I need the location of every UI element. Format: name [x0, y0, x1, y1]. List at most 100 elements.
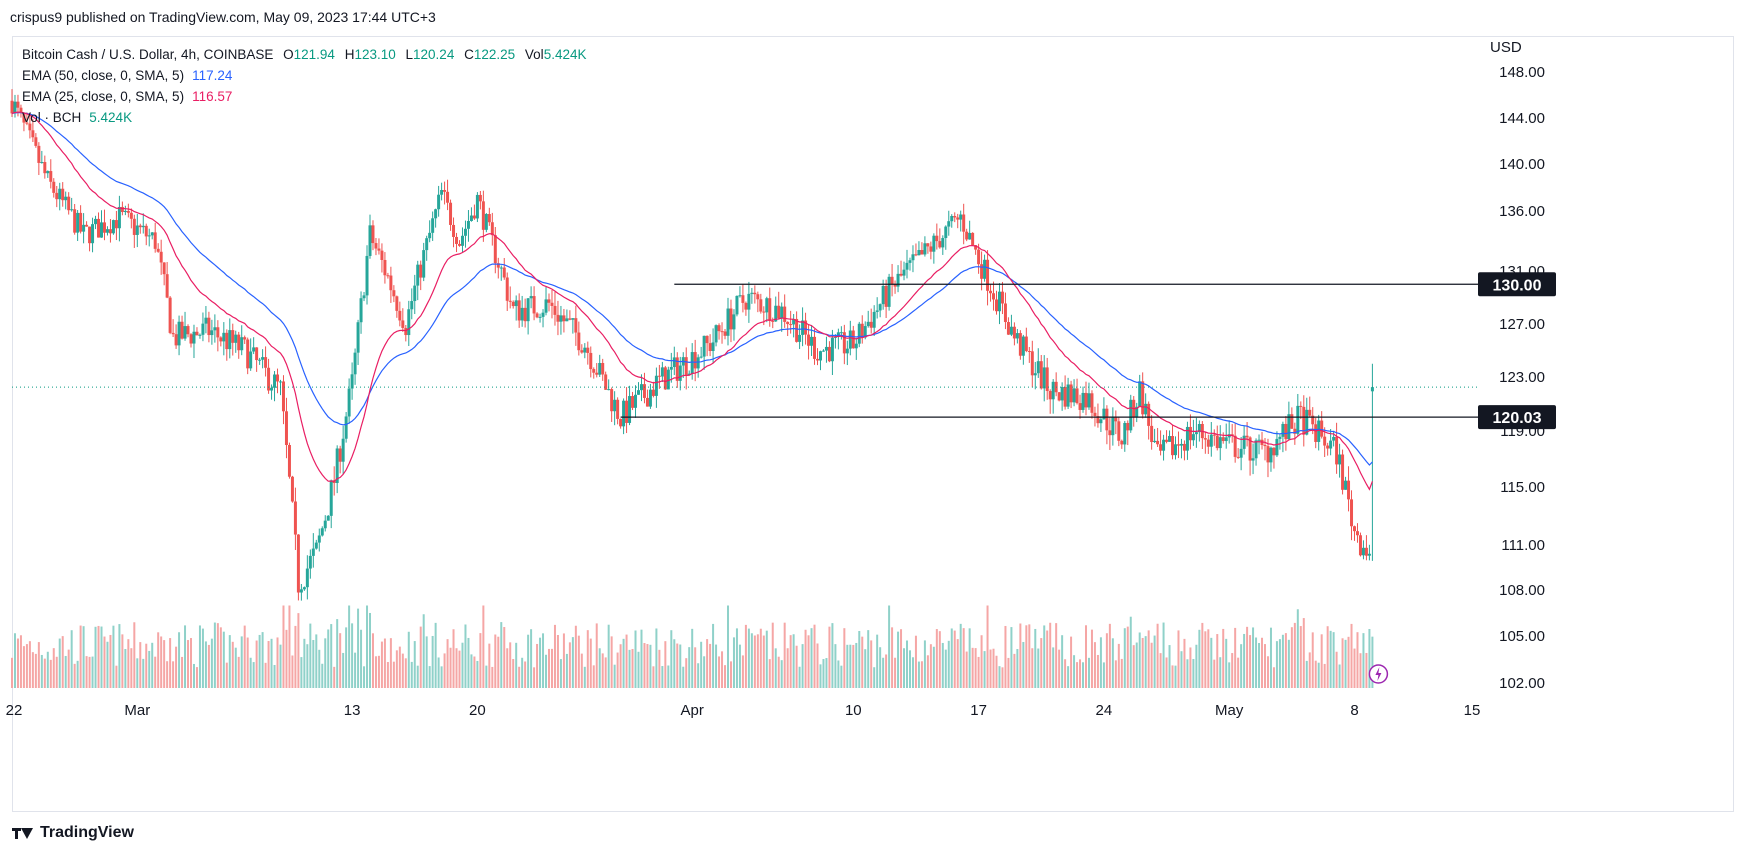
candle-body	[1299, 405, 1303, 407]
y-tick-label: 127.00	[1499, 316, 1545, 333]
volume-bar	[1049, 622, 1052, 688]
candle-body	[16, 101, 20, 108]
volume-bar	[100, 626, 103, 688]
candle-body	[917, 250, 921, 256]
candle-body	[195, 331, 199, 336]
candle-body	[1236, 456, 1240, 458]
legend-symbol-row: Bitcoin Cash / U.S. Dollar, 4h, COINBASE…	[22, 44, 586, 65]
volume-bar	[879, 647, 882, 688]
volume-bar	[479, 633, 482, 688]
candle-body	[1332, 436, 1336, 441]
candle-body	[1126, 422, 1130, 431]
candle-body	[1188, 426, 1192, 441]
candle-body	[165, 274, 169, 298]
candle-body	[747, 293, 751, 310]
candle-body	[168, 297, 172, 333]
volume-bar	[565, 653, 568, 688]
volume-bar	[115, 665, 118, 688]
candle-body	[290, 476, 294, 502]
candle-body	[592, 369, 596, 373]
volume-bar	[1266, 656, 1269, 688]
volume-bar	[616, 652, 619, 688]
volume-bar	[330, 624, 333, 688]
volume-bar	[503, 627, 506, 688]
candle-body	[565, 318, 569, 322]
candle-body	[1114, 417, 1118, 422]
volume-bar	[1019, 623, 1022, 688]
ohlc-close: 122.25	[473, 47, 516, 62]
ohlc-vol-label: Vol	[524, 47, 544, 62]
x-tick-label: Mar	[124, 702, 150, 719]
volume-bar	[1144, 636, 1147, 688]
candle-body	[356, 322, 360, 353]
volume-value: 5.424K	[89, 110, 133, 125]
ema50-value: 117.24	[192, 68, 233, 83]
tradingview-logo[interactable]: TradingView	[12, 824, 134, 842]
volume-bar	[568, 642, 571, 688]
candle-body	[577, 332, 581, 351]
volume-bar	[583, 666, 586, 688]
volume-bar	[1150, 642, 1153, 688]
volume-bar	[816, 643, 819, 688]
volume-bar	[589, 638, 592, 688]
volume-bar	[324, 638, 327, 688]
volume-bar	[181, 656, 184, 688]
candle-body	[1254, 440, 1258, 459]
volume-bar	[595, 623, 598, 688]
volume-bar	[291, 655, 294, 688]
volume-bar	[309, 623, 312, 688]
candle-body	[938, 241, 942, 248]
candle-body	[992, 293, 996, 300]
candle-body	[813, 336, 817, 359]
candle-body	[37, 145, 41, 163]
volume-bar	[762, 635, 765, 688]
volume-bar	[932, 646, 935, 688]
legend-ema25-row[interactable]: EMA (25, close, 0, SMA, 5) 116.57	[22, 86, 586, 107]
volume-bar	[348, 605, 351, 688]
volume-bar	[416, 665, 419, 688]
candle-body	[1141, 381, 1145, 415]
volume-bar	[192, 663, 195, 688]
volume-bar	[178, 632, 181, 688]
volume-bar	[1022, 641, 1025, 688]
candle-body	[1197, 424, 1201, 433]
candle-body	[437, 194, 441, 210]
volume-bar	[407, 631, 410, 688]
candle-body	[58, 188, 62, 200]
volume-bar	[539, 637, 542, 688]
candle-body	[654, 375, 658, 396]
volume-bar	[64, 655, 67, 688]
volume-bar	[1290, 627, 1293, 688]
candle-body	[314, 542, 318, 549]
volume-bar	[222, 631, 225, 688]
volume-bar	[1216, 634, 1219, 688]
candle-body	[899, 273, 903, 276]
candle-body	[94, 218, 98, 225]
volume-bar	[649, 644, 652, 688]
volume-bar	[631, 648, 634, 688]
volume-bar	[1195, 644, 1198, 688]
candle-body	[1009, 326, 1013, 335]
candle-body	[22, 112, 26, 123]
candle-body	[219, 337, 223, 342]
volume-bar	[1135, 642, 1138, 688]
candle-body	[768, 298, 772, 321]
legend-ema50-row[interactable]: EMA (50, close, 0, SMA, 5) 117.24	[22, 65, 586, 86]
candle-body	[1003, 303, 1007, 323]
candle-body	[243, 337, 247, 340]
legend-volume-row[interactable]: Vol · BCH 5.424K	[22, 107, 586, 128]
candle-body	[986, 259, 990, 291]
candle-body	[279, 381, 282, 383]
candle-body	[1287, 414, 1291, 440]
candle-body	[284, 411, 288, 446]
volume-bar	[234, 647, 237, 688]
candle-body	[70, 209, 74, 211]
volume-bar	[500, 622, 503, 688]
candle-body	[908, 260, 912, 263]
volume-bar	[204, 641, 207, 688]
volume-bar	[777, 656, 780, 688]
volume-bar	[213, 622, 216, 688]
candle-body	[1147, 403, 1151, 426]
candle-body	[929, 246, 933, 252]
